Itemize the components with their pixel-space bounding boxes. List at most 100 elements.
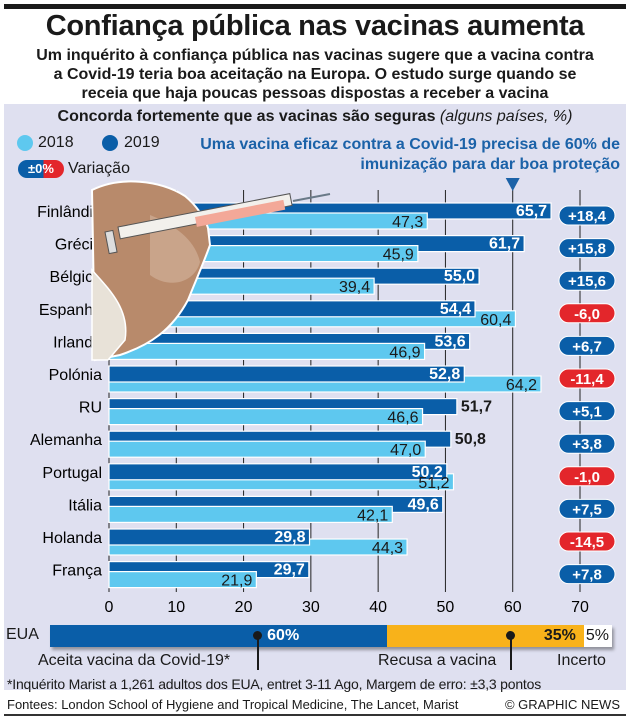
x-tick-label: 60 bbox=[504, 599, 522, 616]
bar-2018 bbox=[108, 212, 428, 230]
bar-2019 bbox=[108, 300, 476, 318]
chart-title: Concorda fortemente que as vacinas são s… bbox=[0, 108, 630, 126]
change-badge bbox=[558, 531, 616, 552]
legend-change-label: Variação bbox=[68, 160, 130, 177]
x-tick-label: 10 bbox=[167, 599, 185, 616]
category-label: Finlândia bbox=[37, 204, 102, 221]
value-label-2019: 52,8 bbox=[429, 366, 460, 383]
value-label-2018: 60,4 bbox=[480, 312, 511, 329]
change-badge-label: +3,8 bbox=[572, 436, 602, 453]
subtitle-line: Um inquérito à confiança pública nas vac… bbox=[36, 47, 594, 64]
bar-2018 bbox=[108, 245, 419, 263]
usa-accept-pointer-line bbox=[257, 636, 259, 670]
value-label-2019: 49,6 bbox=[408, 496, 439, 513]
value-label-2018: 42,1 bbox=[357, 507, 388, 524]
usa-segment-unsure: 5% bbox=[583, 625, 612, 647]
usa-unsure-value: 5% bbox=[585, 627, 609, 644]
legend-2018-label: 2018 bbox=[38, 134, 74, 151]
x-tick-label: 70 bbox=[571, 599, 589, 616]
bar-2019 bbox=[108, 365, 465, 383]
value-label-2018: 64,2 bbox=[506, 377, 537, 394]
usa-accept-caption: Aceita vacina da Covid-19* bbox=[38, 652, 231, 669]
change-badge bbox=[558, 498, 616, 519]
bar-2018 bbox=[108, 408, 424, 426]
category-label: França bbox=[52, 563, 102, 580]
change-badge bbox=[558, 238, 616, 259]
usa-accept-pointer-dot bbox=[253, 631, 262, 640]
category-label: Alemanha bbox=[30, 432, 102, 449]
usa-refuse-pointer-dot bbox=[506, 631, 515, 640]
value-label-2019: 29,8 bbox=[274, 529, 305, 546]
sources: Fontees: London School of Hygiene and Tr… bbox=[7, 697, 459, 712]
chart-title-main: Concorda fortemente que as vacinas são s… bbox=[57, 108, 436, 125]
reference-note: Uma vacina eficaz contra a Covid-19 prec… bbox=[200, 136, 620, 173]
change-badge-label: -1,0 bbox=[574, 469, 600, 486]
value-label-2018: 47,0 bbox=[390, 442, 421, 459]
change-badge-label: +15,8 bbox=[568, 241, 606, 258]
usa-label: EUA bbox=[6, 626, 39, 643]
value-label-2019: 50,8 bbox=[455, 431, 486, 448]
change-badge-label: -14,5 bbox=[570, 534, 604, 551]
bar-2018 bbox=[108, 440, 426, 458]
change-badge-label: +18,4 bbox=[568, 208, 607, 225]
x-tick-label: 40 bbox=[369, 599, 387, 616]
value-label-2019: 54,4 bbox=[440, 301, 471, 318]
change-badge bbox=[558, 466, 616, 487]
bar-2019 bbox=[108, 463, 448, 481]
category-label: Portugal bbox=[42, 465, 102, 482]
credit: © GRAPHIC NEWS bbox=[504, 697, 620, 712]
category-label: Itália bbox=[68, 497, 102, 514]
legend-change-pill: ±0% bbox=[18, 160, 64, 178]
value-label-2019: 53,6 bbox=[435, 333, 466, 350]
footnote: *Inquérito Marist a 1,261 adultos dos EU… bbox=[7, 676, 542, 692]
change-badge-label: -11,4 bbox=[570, 371, 604, 388]
page-title: Confiança pública nas vacinas aumenta bbox=[45, 10, 585, 42]
value-label-2018: 45,9 bbox=[383, 247, 414, 264]
bar-2019 bbox=[108, 528, 311, 546]
reference-marker-icon bbox=[505, 178, 520, 191]
value-label-2019: 55,0 bbox=[444, 268, 475, 285]
change-badge bbox=[558, 205, 616, 226]
change-badge bbox=[558, 564, 616, 585]
change-badge-label: -6,0 bbox=[574, 306, 600, 323]
subtitle: Um inquérito à confiança pública nas vac… bbox=[6, 46, 624, 103]
value-label-2018: 39,4 bbox=[339, 279, 370, 296]
legend-2019-swatch bbox=[102, 135, 118, 151]
x-tick-label: 50 bbox=[437, 599, 455, 616]
value-label-2019: 51,7 bbox=[461, 399, 492, 416]
category-label: Espanha bbox=[39, 302, 102, 319]
change-badge bbox=[558, 401, 616, 422]
change-badge bbox=[558, 368, 616, 389]
chart-title-note: (alguns países, %) bbox=[439, 108, 573, 125]
value-label-2018: 46,6 bbox=[387, 410, 418, 427]
change-badge-label: +5,1 bbox=[572, 404, 602, 421]
bar-2018 bbox=[108, 570, 257, 589]
change-badge bbox=[558, 335, 616, 356]
x-tick-label: 20 bbox=[235, 599, 253, 616]
bar-2018 bbox=[108, 505, 393, 523]
usa-segment-accept: 60% bbox=[50, 625, 388, 647]
bar-2018 bbox=[108, 342, 426, 360]
category-label: Irlanda bbox=[53, 334, 102, 351]
usa-unsure-caption: Incerto bbox=[557, 652, 606, 669]
category-label: Bélgica bbox=[50, 269, 103, 286]
legend-2018-swatch bbox=[17, 135, 33, 151]
change-badge-label: +7,8 bbox=[572, 567, 602, 584]
change-badge-label: +15,6 bbox=[568, 273, 606, 290]
change-badge bbox=[558, 303, 616, 324]
category-label: Grécia bbox=[55, 237, 102, 254]
change-badge-label: +7,5 bbox=[572, 501, 602, 518]
value-label-2019: 29,7 bbox=[274, 562, 305, 579]
usa-accept-value: 60% bbox=[267, 627, 300, 644]
category-label: RU bbox=[79, 400, 102, 417]
value-label-2018: 47,3 bbox=[392, 214, 423, 231]
category-label: Holanda bbox=[42, 530, 102, 547]
usa-refuse-caption: Recusa a vacina bbox=[378, 652, 497, 669]
value-label-2018: 21,9 bbox=[221, 573, 252, 590]
subtitle-line: receia que haja poucas pessoas dispostas… bbox=[81, 85, 549, 102]
x-tick-label: 0 bbox=[105, 599, 114, 616]
category-label: Polónia bbox=[49, 367, 102, 384]
value-label-2018: 51,2 bbox=[418, 475, 449, 492]
value-label-2018: 46,9 bbox=[389, 344, 420, 361]
